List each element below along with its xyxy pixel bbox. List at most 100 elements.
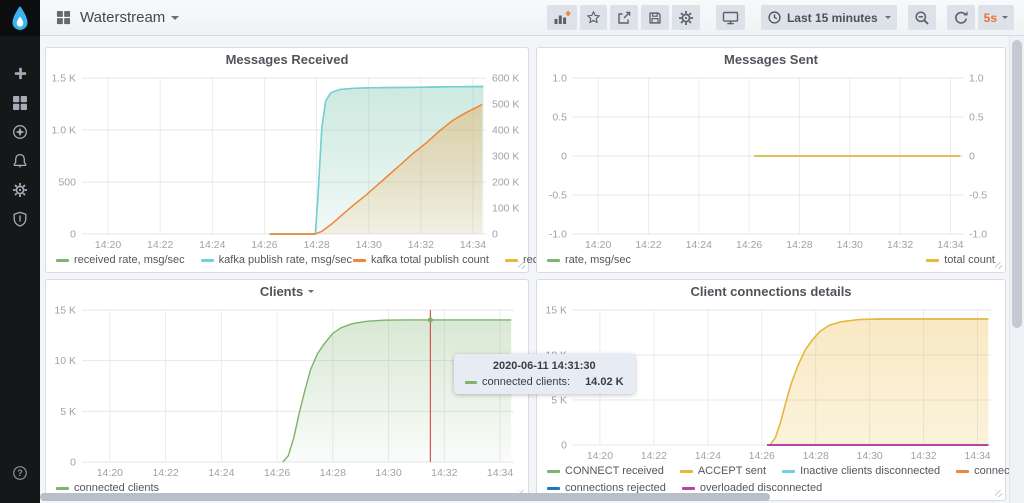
legend-series-label: Inactive clients disconnected [800,465,941,477]
time-controls-group: Last 15 minutes [760,5,1014,30]
dashboard-title[interactable]: Waterstream [80,9,180,26]
legend-item[interactable]: connected clients [56,480,159,496]
grid-icon [56,10,71,25]
svg-text:14:24: 14:24 [208,467,234,479]
dashboard-settings-button[interactable] [671,5,700,30]
legend-item[interactable]: connections rejected [547,480,666,496]
legend-item[interactable]: received rate, msg/sec [56,252,185,268]
vertical-scrollbar-thumb[interactable] [1012,40,1022,328]
add-panel-button[interactable] [546,5,577,30]
svg-text:14:20: 14:20 [585,239,611,251]
legend-series-color [782,469,796,473]
legend-series-color [56,486,69,490]
horizontal-scrollbar-thumb[interactable] [40,493,770,501]
shield-icon [13,211,27,227]
legend-item[interactable]: rate, msg/sec [547,252,631,268]
legend-series-label: CONNECT received [565,465,664,477]
panel-title[interactable]: Client connections details [537,280,1005,302]
chevron-down-icon [1002,16,1008,19]
tooltip-series-color [465,380,477,384]
sidebar-item-help[interactable]: ? [0,465,40,481]
waterstream-logo[interactable] [0,0,40,36]
svg-text:0: 0 [561,151,567,163]
svg-text:14:32: 14:32 [431,467,457,479]
dashboard-grid: Messages Received 0 500 1.0 K 1.5 K 0 100 K 20… [40,36,1024,503]
svg-text:400 K: 400 K [492,125,519,137]
svg-text:100 K: 100 K [492,203,519,215]
share-button[interactable] [609,5,638,30]
panel-title-text: Messages Received [225,51,349,67]
svg-text:15 K: 15 K [54,305,76,317]
sidebar-item-alerting[interactable] [0,153,40,169]
svg-text:?: ? [17,468,23,478]
legend-item[interactable]: Inactive clients disconnected [782,463,940,479]
panel-title[interactable]: Messages Sent [537,48,1005,70]
legend-item[interactable]: kafka publish rate, msg/sec [200,252,352,268]
svg-text:14:22: 14:22 [147,239,173,251]
sidebar-item-dashboards[interactable] [0,95,40,111]
sidebar-item-configuration[interactable] [0,182,40,198]
sidebar-item-explore[interactable] [0,124,40,140]
legend-series-color [681,486,695,490]
time-range-picker[interactable]: Last 15 minutes [760,5,897,30]
zoom-out-icon [915,10,929,25]
zoom-out-button[interactable] [907,5,936,30]
refresh-interval-picker[interactable]: 5s [977,5,1014,30]
panel-client-connections-details: Client connections details 05 K10 K15 K1… [536,279,1024,501]
monitor-icon [722,11,739,24]
chevron-down-icon [884,16,891,19]
legend-series-label: overloaded disconnected [699,482,823,494]
svg-text:14:26: 14:26 [264,467,290,479]
svg-text:14:30: 14:30 [375,467,401,479]
tv-mode-button[interactable] [715,5,745,30]
graph-tooltip: 2020-06-11 14:31:30 connected clients: 1… [454,354,635,394]
messages-received-chart[interactable]: 0 500 1.0 K 1.5 K 0 100 K 200 K 300 K 400 K 500 K… [46,70,528,252]
legend-item[interactable]: CONNECT received [547,463,664,479]
sidebar-item-server-admin[interactable] [0,211,40,227]
dashboards-grid-icon [13,96,27,110]
dashboard-picker-icon[interactable] [56,10,71,25]
svg-text:14:24: 14:24 [695,450,721,462]
chevron-down-icon [171,15,180,20]
svg-text:14:28: 14:28 [803,450,829,462]
client-connections-chart[interactable]: 05 K10 K15 K14:2014:2214:2414:2614:2814:… [537,302,1005,463]
panel-messages-sent: Messages Sent -1.0 -0.5 0 0.5 1.0 -1.0 -0.5 0 0.… [536,47,1006,273]
svg-text:14:32: 14:32 [887,239,913,251]
panel-title[interactable]: Messages Received [46,48,528,70]
svg-text:14:26: 14:26 [749,450,775,462]
navbar-actions: Last 15 minutes [546,5,1014,30]
save-button[interactable] [640,5,669,30]
legend-item[interactable]: ACCEPT sent [679,463,767,479]
gear-icon [678,10,693,25]
svg-text:5 K: 5 K [551,395,567,407]
legend-series-label: ACCEPT sent [697,465,767,477]
legend-item[interactable]: kafka total publish count [352,252,489,268]
svg-text:0: 0 [561,440,567,452]
messages-received-legend: received rate, msg/sec kafka publish rate… [46,252,618,272]
svg-text:14:28: 14:28 [786,239,812,251]
svg-text:14:20: 14:20 [97,467,123,479]
sidebar: ? [0,0,40,503]
refresh-button[interactable] [946,5,975,30]
svg-text:500 K: 500 K [492,99,519,111]
messages-sent-chart[interactable]: -1.0 -0.5 0 0.5 1.0 -1.0 -0.5 0 0.5 1.0 14:20 14:22… [537,70,1005,252]
svg-text:14:24: 14:24 [686,239,712,251]
add-panel-icon [554,11,571,24]
legend-series-label: connections rejected [565,482,666,494]
panel-title[interactable]: Clients [46,280,528,302]
svg-text:1.5 K: 1.5 K [51,73,76,85]
vertical-scrollbar[interactable] [1009,36,1024,503]
star-button[interactable] [579,5,607,30]
svg-text:0.5: 0.5 [552,112,567,124]
refresh-interval-label: 5s [983,10,997,25]
star-icon [587,11,600,24]
refresh-icon [954,10,968,24]
sidebar-item-add[interactable] [0,66,40,82]
svg-text:0: 0 [969,151,975,163]
legend-item[interactable]: total count [926,252,995,268]
panel-clients: Clients 0 5 K 10 K 15 K 14:20 14:22 14:24 14:26… [45,279,635,501]
svg-text:1.0: 1.0 [969,73,984,85]
svg-text:600 K: 600 K [492,73,519,85]
legend-item[interactable]: overloaded disconnected [681,480,823,496]
